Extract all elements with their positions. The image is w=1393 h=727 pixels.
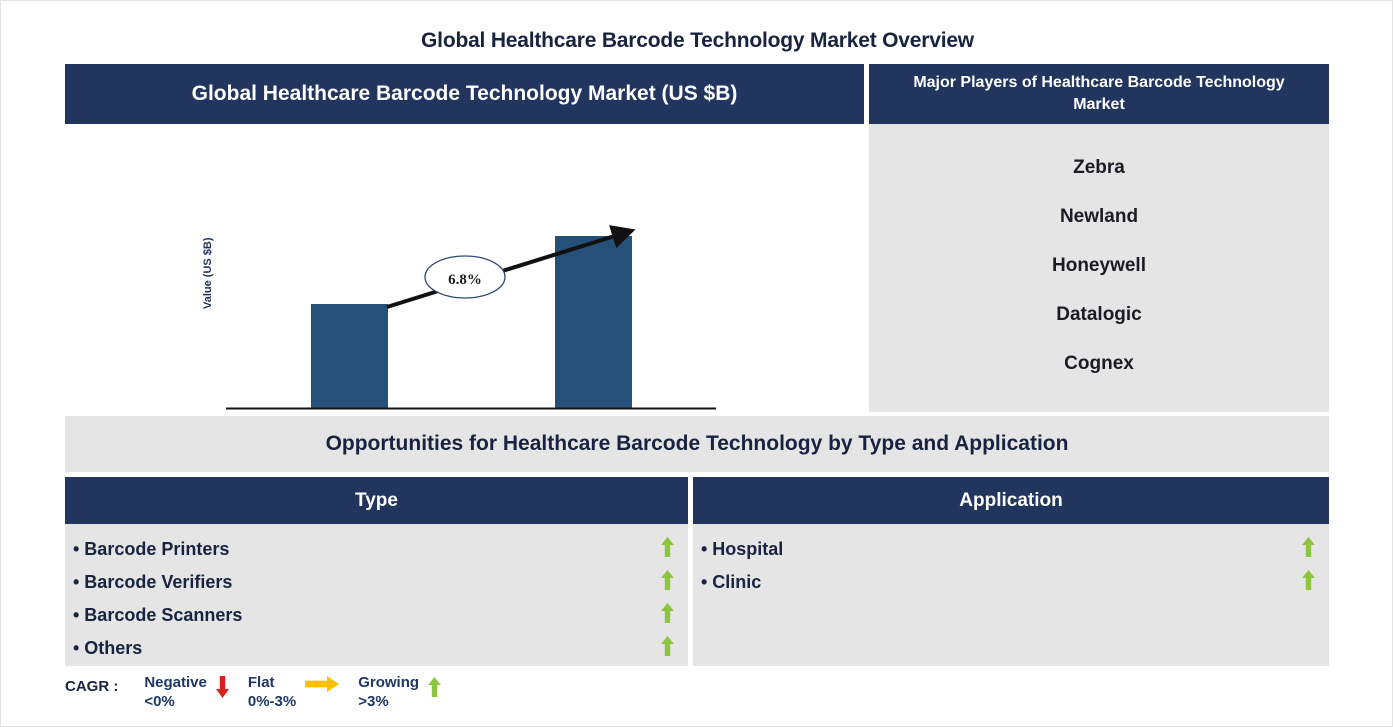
bar-chart-svg: 6.8% 2025 2031 bbox=[226, 225, 716, 410]
cagr-legend-range: >3% bbox=[358, 692, 389, 710]
trend-arrow-up-icon bbox=[661, 603, 674, 628]
player-name: Newland bbox=[1059, 206, 1139, 227]
opportunity-label: • Barcode Verifiers bbox=[73, 572, 233, 592]
market-chart-body: 6.8% 2025 2031 Value (US $B) Source : Lu… bbox=[65, 124, 864, 464]
arrow-right-icon bbox=[305, 676, 340, 692]
bar-chart: 6.8% 2025 2031 Value (US $B) bbox=[65, 124, 864, 412]
cagr-legend-label: Flat 0%-3% bbox=[248, 674, 296, 712]
trend-arrow-up-icon bbox=[661, 636, 674, 661]
arrow-up-icon bbox=[661, 570, 674, 590]
opportunity-label: • Hospital bbox=[701, 539, 784, 559]
application-column-header: Application bbox=[693, 477, 1329, 524]
cagr-callout-ellipse bbox=[424, 255, 506, 299]
type-column-header: Type bbox=[65, 477, 688, 524]
opportunity-label: • Barcode Printers bbox=[73, 539, 230, 559]
opportunity-row: • Barcode Printers bbox=[65, 533, 688, 566]
cagr-legend-label: Growing >3% bbox=[358, 674, 419, 712]
arrow-up-icon bbox=[1302, 537, 1315, 557]
application-column: Application • Hospital • Clinic bbox=[693, 477, 1329, 666]
opportunity-row: • Barcode Verifiers bbox=[65, 566, 688, 599]
page-title: Global Healthcare Barcode Technology Mar… bbox=[421, 29, 974, 52]
market-chart-panel: Global Healthcare Barcode Technology Mar… bbox=[65, 64, 864, 464]
cagr-legend-item: Negative <0% bbox=[144, 674, 238, 712]
type-column: Type • Barcode Printers • Barcode Verifie… bbox=[65, 477, 688, 666]
cagr-legend-items: Negative <0% Flat 0%-3% Growing >3% bbox=[144, 674, 460, 712]
opportunity-label: • Others bbox=[73, 638, 143, 658]
cagr-legend-name: Flat bbox=[247, 674, 275, 691]
market-chart-header: Global Healthcare Barcode Technology Mar… bbox=[65, 64, 864, 124]
arrow-up-icon bbox=[1302, 570, 1315, 590]
cagr-legend: CAGR : Negative <0% Flat 0%-3% Growing >3% bbox=[65, 674, 460, 718]
application-item-list: • Hospital • Clinic bbox=[693, 524, 1329, 666]
player-name: Cognex bbox=[1064, 353, 1134, 374]
opportunities-banner: Opportunities for Healthcare Barcode Tec… bbox=[65, 416, 1329, 472]
cagr-legend-name: Growing bbox=[358, 674, 420, 691]
arrow-up-icon bbox=[428, 677, 442, 697]
trend-arrow-up-icon bbox=[1302, 570, 1315, 595]
trend-arrow-up-icon bbox=[661, 537, 674, 562]
cagr-legend-name: Negative bbox=[144, 674, 207, 691]
arrow-up-icon bbox=[661, 537, 674, 557]
trend-arrow bbox=[386, 225, 636, 309]
cagr-legend-item: Growing >3% bbox=[358, 674, 450, 712]
major-players-panel: Major Players of Healthcare Barcode Tech… bbox=[869, 64, 1329, 412]
arrow-down-icon bbox=[215, 676, 229, 698]
major-players-list: Zebra Newland Honeywell Datalogic Cognex bbox=[869, 124, 1329, 412]
player-name: Honeywell bbox=[1052, 255, 1146, 276]
arrow-up-icon bbox=[661, 603, 674, 623]
cagr-legend-label: Negative <0% bbox=[144, 674, 207, 712]
opportunity-row: • Hospital bbox=[693, 533, 1329, 566]
bar-2031 bbox=[555, 236, 632, 408]
cagr-value: 6.8% bbox=[448, 272, 482, 288]
opportunity-row: • Others bbox=[65, 632, 688, 665]
trend-arrow-up-icon bbox=[1302, 537, 1315, 562]
arrow-down-icon-wrap bbox=[207, 674, 238, 703]
opportunity-label: • Clinic bbox=[701, 572, 762, 592]
cagr-legend-range: <0% bbox=[144, 692, 175, 710]
player-name: Zebra bbox=[1073, 157, 1125, 178]
arrow-up-icon bbox=[661, 636, 674, 656]
type-item-list: • Barcode Printers • Barcode Verifiers • B… bbox=[65, 524, 688, 666]
y-axis-label: Value (US $B) bbox=[202, 237, 214, 309]
cagr-legend-item: Flat 0%-3% bbox=[248, 674, 348, 712]
arrow-right-icon-wrap bbox=[296, 674, 348, 697]
player-name: Datalogic bbox=[1056, 304, 1142, 325]
opportunity-row: • Barcode Scanners bbox=[65, 599, 688, 632]
major-players-header: Major Players of Healthcare Barcode Tech… bbox=[869, 64, 1329, 124]
trend-arrow-up-icon bbox=[661, 570, 674, 595]
arrow-up-icon-wrap bbox=[419, 674, 450, 703]
cagr-legend-range: 0%-3% bbox=[247, 692, 297, 710]
opportunity-row: • Clinic bbox=[693, 566, 1329, 599]
cagr-legend-title: CAGR : bbox=[65, 678, 119, 695]
bar-2025 bbox=[311, 304, 388, 408]
opportunity-label: • Barcode Scanners bbox=[73, 605, 243, 625]
